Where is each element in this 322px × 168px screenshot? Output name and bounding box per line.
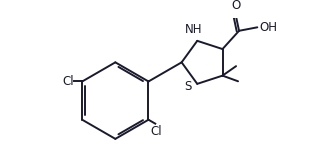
Text: Cl: Cl <box>150 125 162 138</box>
Text: NH: NH <box>185 24 203 36</box>
Text: Cl: Cl <box>62 75 73 88</box>
Text: O: O <box>231 0 240 12</box>
Text: OH: OH <box>259 21 277 34</box>
Text: S: S <box>184 80 191 93</box>
